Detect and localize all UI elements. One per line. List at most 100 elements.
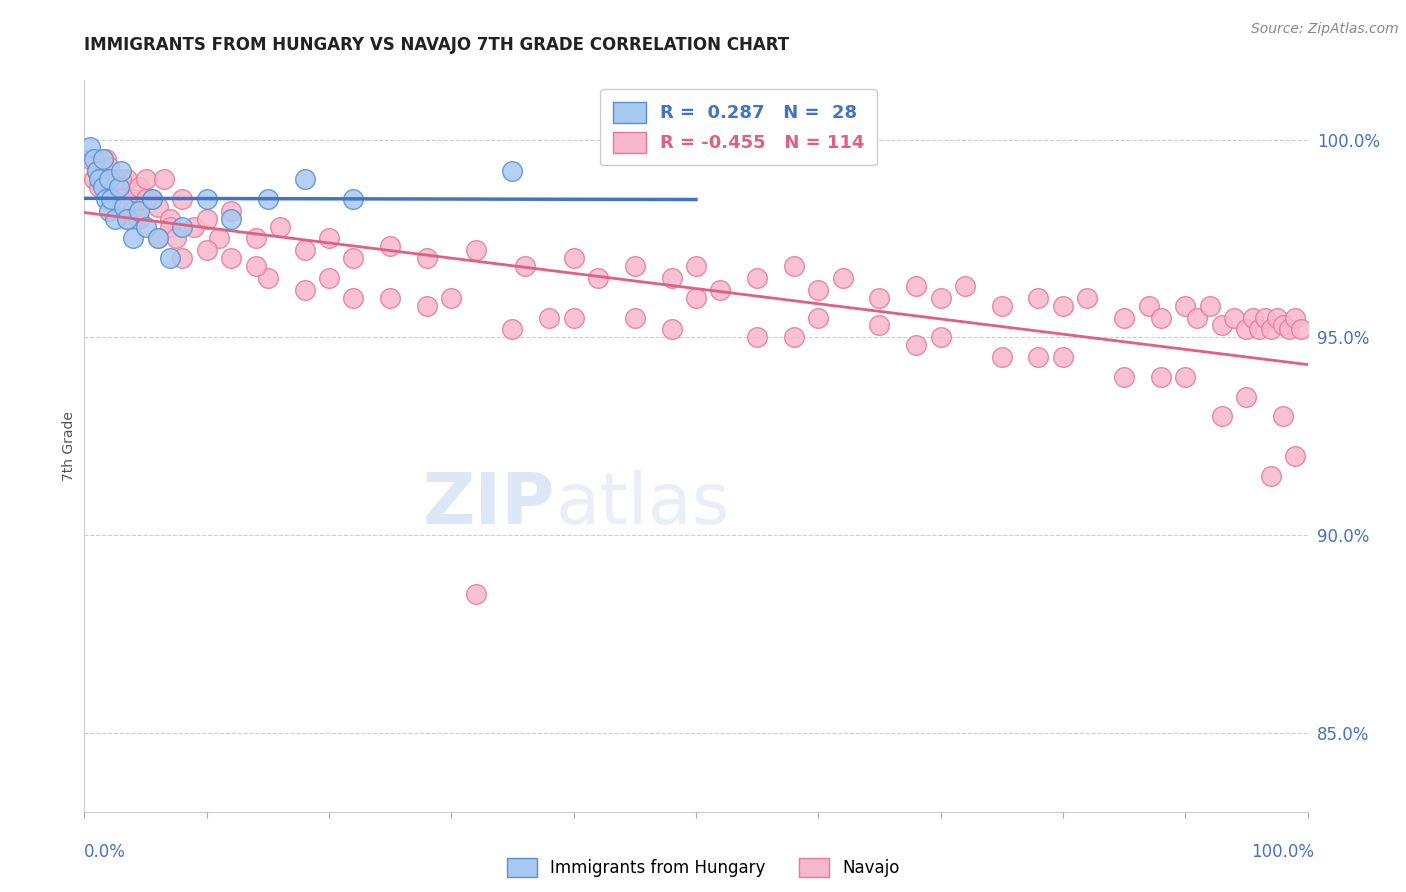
Point	[1284, 310, 1306, 325]
Point	[685, 259, 707, 273]
Point	[1272, 318, 1295, 333]
Legend: R =  0.287   N =  28, R = -0.455   N = 114: R = 0.287 N = 28, R = -0.455 N = 114	[600, 89, 877, 165]
Point	[257, 271, 280, 285]
Point	[929, 330, 952, 344]
Point	[1187, 310, 1209, 325]
Point	[464, 587, 486, 601]
Point	[269, 219, 291, 234]
Point	[538, 310, 561, 325]
Point	[128, 211, 150, 226]
Point	[1247, 322, 1270, 336]
Point	[807, 310, 830, 325]
Point	[257, 192, 280, 206]
Point	[104, 172, 127, 186]
Point	[91, 180, 114, 194]
Point	[128, 180, 150, 194]
Point	[86, 164, 108, 178]
Point	[1137, 299, 1160, 313]
Point	[195, 211, 218, 226]
Point	[624, 310, 647, 325]
Point	[783, 330, 806, 344]
Point	[1150, 369, 1173, 384]
Point	[869, 318, 891, 333]
Point	[318, 271, 340, 285]
Point	[1052, 350, 1074, 364]
Point	[83, 153, 105, 167]
Text: IMMIGRANTS FROM HUNGARY VS NAVAJO 7TH GRADE CORRELATION CHART: IMMIGRANTS FROM HUNGARY VS NAVAJO 7TH GR…	[84, 36, 790, 54]
Point	[146, 231, 169, 245]
Point	[905, 338, 928, 352]
Point	[91, 153, 114, 167]
Point	[1234, 322, 1257, 336]
Point	[219, 251, 242, 265]
Point	[991, 299, 1014, 313]
Point	[107, 180, 129, 194]
Text: ZIP: ZIP	[423, 470, 555, 539]
Point	[416, 251, 439, 265]
Point	[159, 219, 181, 234]
Point	[110, 164, 132, 178]
Point	[195, 192, 218, 206]
Text: 100.0%: 100.0%	[1251, 843, 1315, 861]
Point	[1198, 299, 1220, 313]
Point	[318, 231, 340, 245]
Point	[1223, 310, 1246, 325]
Point	[135, 192, 157, 206]
Point	[1234, 390, 1257, 404]
Point	[661, 271, 683, 285]
Point	[135, 219, 157, 234]
Point	[112, 200, 135, 214]
Point	[1076, 291, 1098, 305]
Point	[586, 271, 609, 285]
Point	[165, 231, 187, 245]
Point	[501, 164, 523, 178]
Point	[747, 330, 769, 344]
Point	[709, 283, 731, 297]
Point	[1278, 322, 1301, 336]
Point	[1150, 310, 1173, 325]
Point	[208, 231, 231, 245]
Point	[1291, 322, 1313, 336]
Text: Source: ZipAtlas.com: Source: ZipAtlas.com	[1251, 22, 1399, 37]
Point	[97, 172, 120, 186]
Point	[110, 172, 132, 186]
Point	[245, 231, 267, 245]
Point	[104, 211, 127, 226]
Legend: Immigrants from Hungary, Navajo: Immigrants from Hungary, Navajo	[501, 851, 905, 884]
Point	[183, 219, 205, 234]
Point	[141, 192, 163, 206]
Point	[831, 271, 853, 285]
Point	[1260, 468, 1282, 483]
Point	[991, 350, 1014, 364]
Y-axis label: 7th Grade: 7th Grade	[62, 411, 76, 481]
Point	[342, 251, 364, 265]
Point	[79, 153, 101, 167]
Point	[1211, 318, 1233, 333]
Point	[562, 310, 585, 325]
Point	[1272, 409, 1295, 424]
Point	[96, 153, 118, 167]
Point	[122, 192, 145, 206]
Point	[135, 172, 157, 186]
Point	[1260, 322, 1282, 336]
Point	[513, 259, 536, 273]
Point	[97, 203, 120, 218]
Point	[128, 203, 150, 218]
Point	[87, 172, 110, 186]
Point	[97, 161, 120, 175]
Point	[245, 259, 267, 273]
Point	[501, 322, 523, 336]
Point	[110, 192, 132, 206]
Point	[86, 164, 108, 178]
Point	[219, 211, 242, 226]
Point	[115, 172, 138, 186]
Point	[83, 172, 105, 186]
Point	[96, 192, 118, 206]
Point	[122, 203, 145, 218]
Point	[1028, 350, 1050, 364]
Point	[79, 140, 101, 154]
Point	[1265, 310, 1288, 325]
Point	[562, 251, 585, 265]
Point	[294, 172, 316, 186]
Point	[104, 180, 127, 194]
